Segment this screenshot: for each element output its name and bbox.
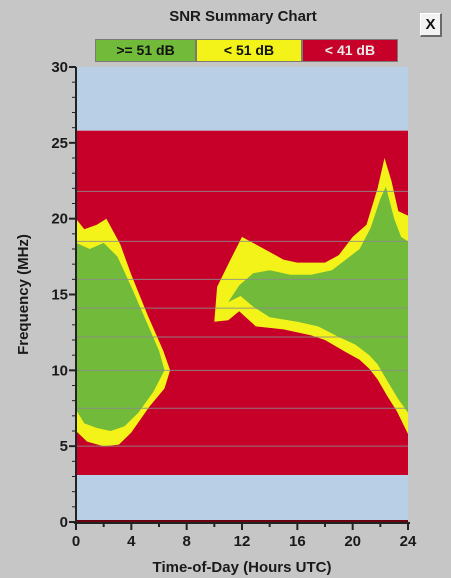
chart-title: SNR Summary Chart <box>169 8 317 25</box>
y-tick-label: 0 <box>60 514 68 531</box>
snr-region <box>228 186 408 413</box>
x-tick-label: 12 <box>234 533 251 550</box>
x-tick-label: 20 <box>344 533 361 550</box>
x-tick-label: 24 <box>400 533 417 550</box>
y-tick-label: 25 <box>51 135 68 152</box>
y-tick-label: 20 <box>51 211 68 228</box>
x-tick-label: 4 <box>127 533 136 550</box>
plot-area <box>76 67 408 522</box>
gridlines <box>76 190 408 522</box>
close-button[interactable]: X <box>420 13 442 37</box>
legend-entry-mid-snr: < 51 dB <box>196 39 302 62</box>
y-tick-label: 15 <box>51 287 68 304</box>
legend-entry-low-snr: < 41 dB <box>302 39 398 62</box>
x-tick-label: 8 <box>182 533 190 550</box>
x-tick-label: 0 <box>72 533 80 550</box>
y-tick-label: 30 <box>51 59 68 76</box>
x-axis-label: Time-of-Day (Hours UTC) <box>153 559 332 576</box>
y-tick-label: 5 <box>60 438 68 455</box>
y-tick-label: 10 <box>51 362 68 379</box>
tick-labels: 0 4 8 12 16 20 24 0 5 10 15 20 25 30 <box>51 59 417 550</box>
axes <box>69 66 410 530</box>
y-axis-label: Frequency (MHz) <box>15 234 32 355</box>
legend-entry-high-snr: >= 51 dB <box>95 39 196 62</box>
x-tick-label: 16 <box>289 533 306 550</box>
